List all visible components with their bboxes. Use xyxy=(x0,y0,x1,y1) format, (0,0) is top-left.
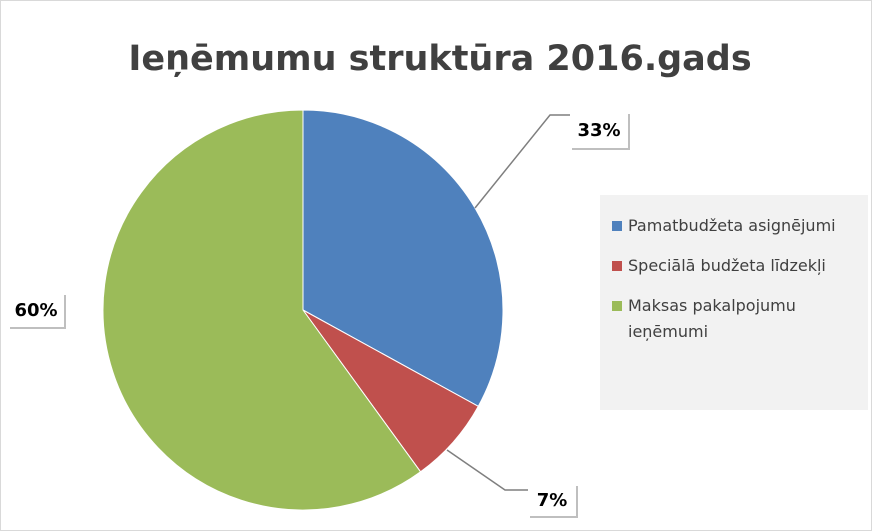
legend-label: Pamatbudžeta asignējumi xyxy=(628,216,836,235)
data-label-box xyxy=(570,112,628,148)
legend-label: Speciālā budžeta līdzekļi xyxy=(628,256,826,275)
legend-swatch xyxy=(612,221,622,231)
legend: Pamatbudžeta asignējumi Speciālā budžeta … xyxy=(600,195,868,410)
data-label-box xyxy=(528,484,576,516)
pie-slice xyxy=(102,109,422,511)
legend-label: Maksas pakalpojumu ieņēmumi xyxy=(628,296,796,341)
chart-title: Ieņēmumu struktūra 2016.gads xyxy=(128,39,751,79)
data-label: 33% xyxy=(577,120,620,141)
legend-item: Pamatbudžeta asignējumi xyxy=(612,213,858,239)
leader-line xyxy=(446,449,528,491)
legend-swatch xyxy=(612,301,622,311)
data-label-box xyxy=(8,293,64,327)
data-label: 60% xyxy=(14,300,57,321)
legend-swatch xyxy=(612,261,622,271)
pie-slice xyxy=(302,109,504,408)
legend-item: Speciālā budžeta līdzekļi xyxy=(612,253,858,279)
leader-line xyxy=(474,114,570,209)
data-label: 7% xyxy=(537,490,568,511)
legend-item: Maksas pakalpojumu ieņēmumi xyxy=(612,293,858,345)
